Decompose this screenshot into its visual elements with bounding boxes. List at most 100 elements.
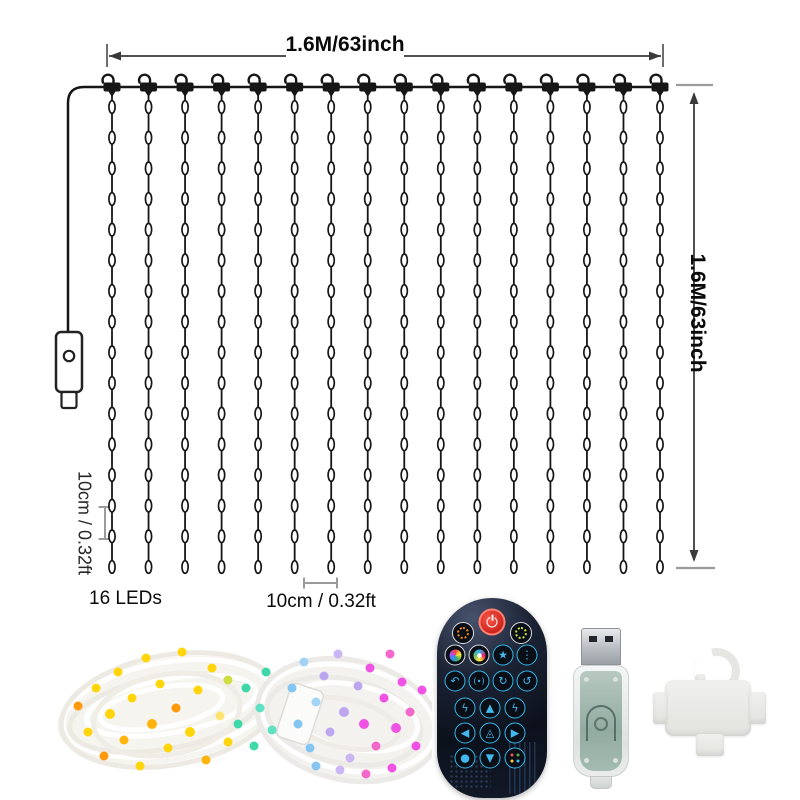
light-string [393, 73, 413, 575]
light-string [430, 73, 450, 575]
twinkle-icon: ◬ [479, 722, 501, 744]
led-bead [582, 498, 591, 513]
led-bead [290, 161, 299, 176]
led-bead [217, 283, 226, 299]
led-bead [582, 253, 591, 268]
led-bead [217, 99, 226, 115]
led-bead [181, 529, 190, 544]
led-bead [217, 498, 226, 513]
led-bead [656, 375, 664, 391]
led-bead [546, 99, 555, 115]
led-bead [327, 314, 336, 329]
led-bead [217, 345, 226, 360]
led-bead [181, 130, 190, 145]
led-bead [254, 529, 263, 544]
string-connector [505, 82, 523, 92]
string-connector [395, 82, 413, 92]
led-bead [181, 283, 190, 299]
controller-box [54, 330, 84, 410]
led-bead [144, 130, 153, 145]
led-bead [473, 559, 482, 575]
led-bead [108, 406, 116, 421]
led-bead [400, 222, 409, 237]
led-bead [436, 191, 445, 207]
mode-icon: (∙) [468, 670, 490, 692]
led-bead [181, 314, 190, 329]
led-bead [656, 253, 664, 268]
led-bead [217, 437, 226, 452]
light-string [576, 73, 596, 575]
led-bead [436, 253, 445, 268]
led-bead [254, 191, 263, 207]
led-bead [181, 191, 190, 207]
light-string [210, 73, 231, 575]
led-bead [363, 406, 372, 421]
led-bead [181, 498, 190, 513]
led-bead [290, 467, 299, 483]
led-bead [582, 375, 591, 391]
led-bead [473, 345, 482, 360]
led-bead [290, 437, 299, 452]
led-bead [582, 437, 591, 452]
led-bead [144, 437, 153, 452]
led-bead [619, 375, 628, 391]
led-bead [144, 253, 153, 268]
led-bead [400, 498, 409, 513]
led-bead [619, 283, 628, 299]
led-bead [473, 161, 482, 176]
usb-body [573, 665, 629, 777]
led-bead [144, 314, 153, 329]
led-bead [144, 467, 153, 483]
led-bead [656, 314, 664, 329]
right-dimension-arrow [676, 83, 715, 570]
led-bead [546, 529, 555, 544]
led-bead [400, 467, 409, 483]
led-bead [619, 345, 628, 360]
led-bead [509, 99, 518, 115]
led-bead [436, 161, 445, 176]
led-bead [108, 345, 116, 360]
led-bead [619, 529, 628, 544]
led-bead [436, 283, 445, 299]
string-connector [322, 82, 340, 92]
led-bead [473, 99, 482, 115]
led-bead [619, 130, 628, 145]
string-connector [140, 82, 158, 92]
led-bead [509, 467, 518, 483]
hanging-hook-icon [612, 73, 627, 85]
hanging-hook-icon [283, 73, 298, 85]
flash-left-icon: ϟ [454, 697, 476, 719]
led-bead [217, 467, 226, 483]
led-bead [290, 283, 299, 299]
top-dimension-arrow [106, 44, 664, 67]
led-bead [509, 283, 518, 299]
light-string [247, 73, 267, 575]
hanging-hook-icon [320, 73, 334, 85]
led-bead [436, 467, 445, 483]
flash-right-icon: ϟ [504, 697, 526, 719]
usb-antenna-trace [586, 705, 616, 741]
led-bead [290, 375, 299, 391]
led-bead [254, 498, 263, 513]
led-bead [290, 130, 299, 145]
light-string [320, 73, 340, 575]
led-bead [181, 161, 190, 176]
led-bead [619, 161, 628, 176]
hook-bottom-tab [696, 734, 724, 756]
led-bead [363, 191, 372, 207]
led-bead [656, 437, 664, 452]
led-bead [327, 406, 336, 421]
led-bead [656, 130, 664, 145]
horizontal-spacing-label: 10cm / 0.32ft [266, 591, 376, 612]
led-bead [254, 99, 263, 115]
left-arrow-icon: ◀ [454, 722, 476, 744]
led-bead [108, 161, 116, 176]
led-bead [108, 559, 116, 575]
led-bead [181, 559, 190, 575]
led-bead [619, 99, 628, 115]
led-bead [181, 437, 190, 452]
led-bead [473, 283, 482, 299]
led-bead [217, 314, 226, 329]
led-bead [400, 161, 409, 176]
led-bead [656, 283, 664, 299]
